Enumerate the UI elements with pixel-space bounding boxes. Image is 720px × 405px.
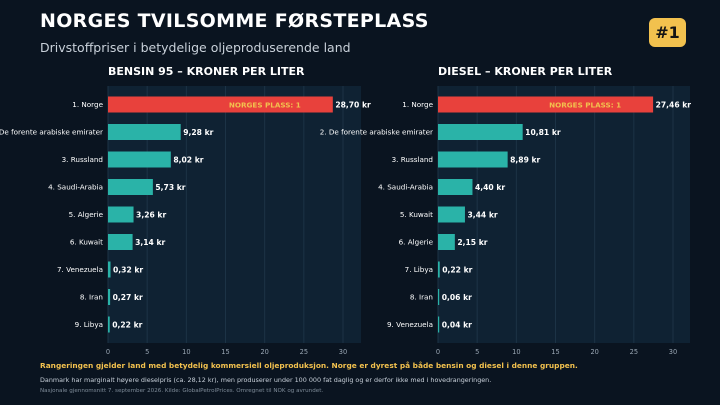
diesel-category-label: 5. Kuwait <box>400 210 433 219</box>
bensin-bar <box>108 124 181 140</box>
bensin-value-label: 0,22 kr <box>112 320 142 329</box>
diesel-bar <box>438 234 455 250</box>
diesel-value-label: 4,40 kr <box>475 183 505 192</box>
bensin-tick-label: 5 <box>145 348 149 356</box>
rank-badge: #1 <box>649 18 686 47</box>
diesel-tick-label: 15 <box>551 348 559 356</box>
diesel-highlight-label: NORGES PLASS: 1 <box>549 100 621 109</box>
bensin-tick-label: 30 <box>339 348 347 356</box>
bensin-category-label: 3. Russland <box>62 155 103 164</box>
bensin-value-label: 8,02 kr <box>173 155 203 164</box>
diesel-value-label: 8,89 kr <box>510 155 540 164</box>
diesel-bar <box>438 96 654 113</box>
diesel-tick-label: 10 <box>512 348 520 356</box>
bensin-category-label: 2. De forente arabiske emirater <box>0 128 103 137</box>
bensin-bar <box>108 151 171 168</box>
diesel-bar <box>438 206 465 223</box>
bensin-tick-label: 20 <box>260 348 268 356</box>
diesel-value-label: 27,46 kr <box>656 100 692 109</box>
diesel-category-label: 2. De forente arabiske emirater <box>320 128 433 137</box>
diesel-tick-label: 30 <box>669 348 677 356</box>
bensin-category-label: 5. Algerie <box>69 210 104 219</box>
diesel-value-label: 0,06 kr <box>442 293 472 302</box>
bensin-tick-label: 15 <box>221 348 229 356</box>
footnote-source: Nasjonale gjennomsnitt 7. september 2026… <box>40 388 324 394</box>
bensin-category-label: 6. Kuwait <box>70 238 103 247</box>
bensin-category-label: 7. Venezuela <box>57 265 103 274</box>
bensin-bar <box>108 179 153 195</box>
bensin-bar <box>108 289 111 305</box>
bensin-tick-label: 10 <box>182 348 190 356</box>
diesel-tick-label: 25 <box>630 348 638 356</box>
diesel-bar <box>438 289 440 305</box>
bensin-chart-title: BENSIN 95 – KRONER PER LITER <box>108 65 305 78</box>
bensin-value-label: 3,14 kr <box>135 238 165 247</box>
page-subtitle: Drivstoffpriser i betydelige oljeproduse… <box>40 40 351 55</box>
bensin-bar <box>108 206 134 223</box>
diesel-category-label: 3. Russland <box>392 155 433 164</box>
bensin-value-label: 3,26 kr <box>136 210 166 219</box>
bensin-category-label: 9. Libya <box>75 320 103 329</box>
diesel-tick-label: 0 <box>436 348 440 356</box>
footnote-main: Rangeringen gjelder land med betydelig k… <box>40 361 578 370</box>
bensin-category-label: 1. Norge <box>72 100 103 109</box>
footnote-denmark: Danmark har marginalt høyere dieselpris … <box>40 376 492 384</box>
diesel-value-label: 10,81 kr <box>525 128 561 137</box>
bensin-value-label: 0,27 kr <box>113 293 143 302</box>
diesel-bar <box>438 179 473 195</box>
diesel-category-label: 1. Norge <box>402 100 433 109</box>
bensin-value-label: 28,70 kr <box>335 100 371 109</box>
diesel-bar <box>438 261 440 278</box>
bensin-bar <box>108 316 110 333</box>
diesel-category-label: 7. Libya <box>405 265 433 274</box>
diesel-value-label: 0,04 kr <box>442 320 472 329</box>
diesel-tick-label: 20 <box>590 348 598 356</box>
diesel-bar <box>438 124 523 140</box>
diesel-category-label: 6. Algerie <box>399 238 434 247</box>
diesel-bar <box>438 316 440 333</box>
diesel-chart-title: DIESEL – KRONER PER LITER <box>438 65 613 78</box>
diesel-value-label: 2,15 kr <box>457 238 487 247</box>
bensin-category-label: 8. Iran <box>80 293 103 302</box>
bensin-bar <box>108 96 333 113</box>
bensin-category-label: 4. Saudi-Arabia <box>48 183 103 192</box>
page-title: NORGES TVILSOMME FØRSTEPLASS <box>40 10 429 32</box>
diesel-value-label: 0,22 kr <box>442 265 472 274</box>
bensin-tick-label: 25 <box>300 348 308 356</box>
diesel-category-label: 9. Venezuela <box>387 320 433 329</box>
bensin-bar <box>108 234 133 250</box>
bensin-value-label: 0,32 kr <box>113 265 143 274</box>
diesel-tick-label: 5 <box>475 348 479 356</box>
bensin-bar <box>108 261 111 278</box>
bensin-value-label: 5,73 kr <box>155 183 185 192</box>
diesel-category-label: 4. Saudi-Arabia <box>378 183 433 192</box>
diesel-value-label: 3,44 kr <box>467 210 497 219</box>
bensin-highlight-label: NORGES PLASS: 1 <box>229 100 301 109</box>
diesel-bar <box>438 151 508 168</box>
diesel-category-label: 8. Iran <box>410 293 433 302</box>
bensin-tick-label: 0 <box>106 348 110 356</box>
bensin-value-label: 9,28 kr <box>183 128 213 137</box>
